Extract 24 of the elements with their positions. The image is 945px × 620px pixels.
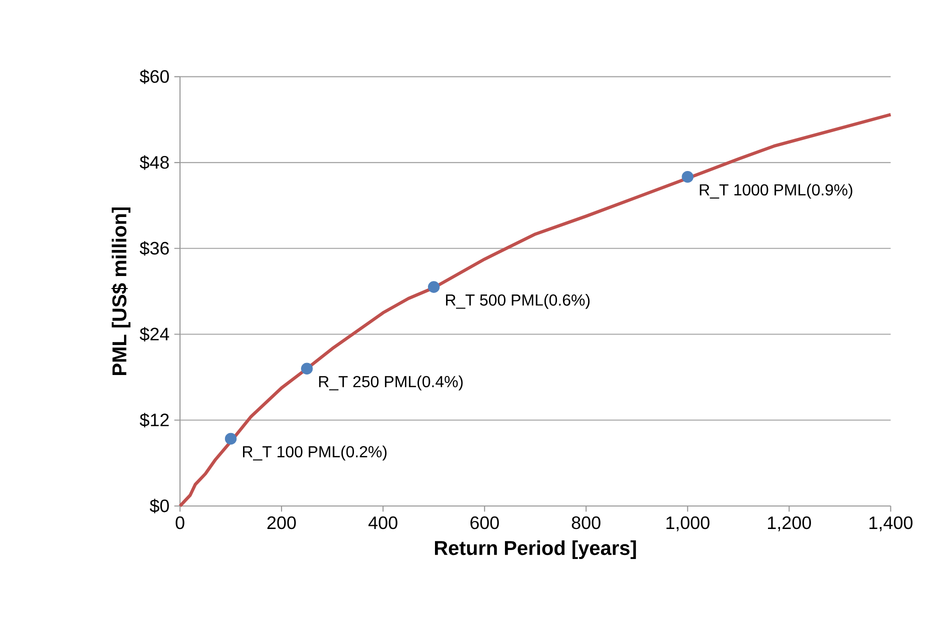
point bbox=[682, 170, 694, 183]
y-tick-label: $0 bbox=[150, 498, 169, 514]
annotation: R_T 100 PML(0.2%) bbox=[243, 446, 387, 461]
point bbox=[224, 432, 237, 445]
x-tick-label: 600 bbox=[470, 516, 499, 530]
x-tick-label: 0 bbox=[176, 516, 184, 530]
annotation: R_T 500 PML(0.6%) bbox=[446, 294, 590, 309]
x-tick-label: 800 bbox=[572, 516, 600, 530]
y-tick-label: $24 bbox=[140, 326, 170, 342]
annotation: R_T 250 PML(0.4%) bbox=[319, 376, 463, 390]
x-axis-title: Return Period [years] bbox=[434, 540, 636, 560]
x-tick-label: 1,200 bbox=[768, 516, 811, 532]
y-tick-label: $12 bbox=[140, 412, 169, 428]
x-tick-label: 1,000 bbox=[666, 516, 710, 532]
y-axis-title: PML [US$ million] bbox=[111, 207, 130, 375]
x-tick-label: 200 bbox=[267, 516, 296, 530]
y-tick-label: $48 bbox=[140, 155, 169, 170]
point bbox=[301, 362, 313, 374]
annotation: R_T 1000 PML(0.9%) bbox=[700, 184, 852, 199]
x-tick-label: 1,400 bbox=[870, 516, 912, 532]
point bbox=[428, 281, 440, 293]
y-tick-label: $60 bbox=[140, 69, 169, 84]
x-tick-label: 400 bbox=[368, 516, 398, 530]
y-tick-label: $36 bbox=[140, 241, 169, 256]
